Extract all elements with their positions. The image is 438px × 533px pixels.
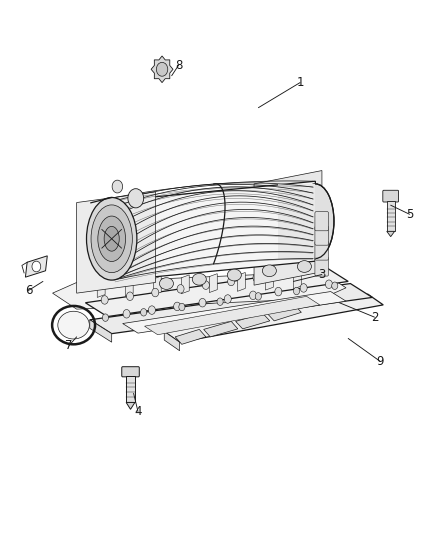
Circle shape [217,298,223,305]
FancyBboxPatch shape [315,257,328,276]
Circle shape [224,295,231,303]
Circle shape [325,280,332,288]
Ellipse shape [104,227,119,251]
Text: 4: 4 [134,405,142,418]
Text: 9: 9 [376,355,384,368]
Polygon shape [123,292,346,333]
FancyBboxPatch shape [315,241,328,260]
Polygon shape [126,402,135,409]
Circle shape [293,287,300,295]
Polygon shape [267,305,301,321]
Circle shape [202,281,209,289]
Circle shape [156,62,168,76]
FancyBboxPatch shape [315,226,328,245]
Circle shape [123,310,130,318]
Text: 3: 3 [318,268,325,281]
Ellipse shape [297,261,311,272]
Ellipse shape [58,311,89,339]
Polygon shape [254,171,322,285]
Polygon shape [387,231,395,237]
Polygon shape [90,284,372,334]
Polygon shape [209,273,217,293]
Circle shape [152,288,159,297]
Circle shape [177,285,184,293]
Ellipse shape [91,205,132,273]
Text: 7: 7 [65,339,73,352]
Ellipse shape [262,265,276,277]
Polygon shape [25,256,47,277]
Text: 6: 6 [25,284,32,297]
Polygon shape [164,294,383,342]
Text: 8: 8 [175,59,182,71]
Polygon shape [90,320,112,342]
Ellipse shape [86,197,137,280]
Ellipse shape [297,184,334,259]
FancyBboxPatch shape [383,190,399,202]
Circle shape [304,266,311,274]
Circle shape [127,292,134,301]
Polygon shape [77,192,155,293]
Polygon shape [126,376,135,402]
Text: 5: 5 [406,208,413,221]
Polygon shape [97,279,105,297]
Polygon shape [53,272,346,309]
Circle shape [253,273,260,282]
Polygon shape [387,201,395,231]
Polygon shape [293,270,301,289]
Circle shape [32,261,41,272]
Circle shape [112,180,123,193]
Circle shape [141,309,147,316]
Text: 2: 2 [371,311,378,324]
Polygon shape [204,321,238,337]
Circle shape [255,293,261,300]
Circle shape [102,314,109,321]
Bar [278,184,315,259]
Polygon shape [175,329,206,344]
Circle shape [300,284,307,292]
Circle shape [148,306,155,314]
Circle shape [250,291,257,300]
Circle shape [278,270,285,278]
Polygon shape [236,313,270,329]
Circle shape [199,298,206,307]
Polygon shape [125,277,133,296]
Circle shape [275,287,282,296]
Polygon shape [96,181,315,282]
Circle shape [128,189,144,208]
Polygon shape [153,276,161,295]
Ellipse shape [192,273,206,285]
Circle shape [228,277,235,286]
Polygon shape [237,272,245,292]
Polygon shape [85,268,348,317]
Polygon shape [181,275,189,294]
Circle shape [173,302,180,311]
Ellipse shape [98,216,126,262]
Polygon shape [151,56,173,83]
Polygon shape [145,296,320,335]
FancyBboxPatch shape [122,367,139,377]
Circle shape [332,282,338,289]
Circle shape [101,296,108,304]
Text: 1: 1 [296,76,304,89]
Ellipse shape [159,278,173,289]
Circle shape [179,303,185,311]
Ellipse shape [227,269,241,281]
Polygon shape [164,332,180,351]
FancyBboxPatch shape [315,212,328,231]
Polygon shape [265,271,273,290]
